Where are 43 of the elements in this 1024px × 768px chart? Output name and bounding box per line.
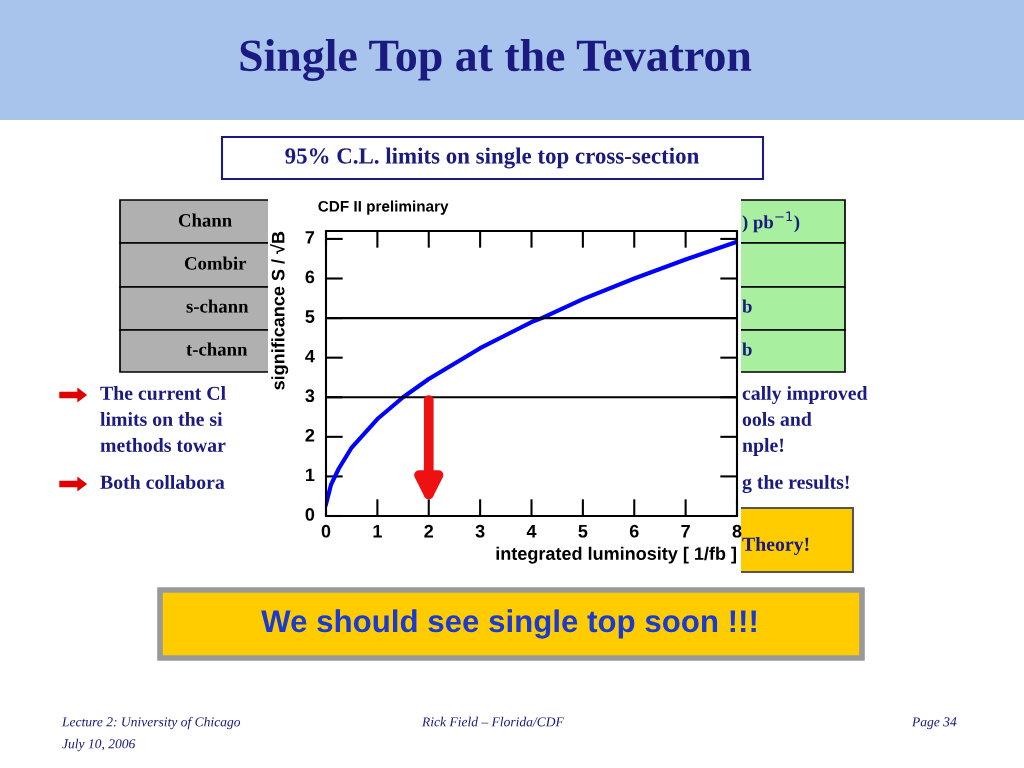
- text: Chann: [178, 213, 232, 227]
- text: The current Cl: [100, 386, 226, 400]
- x-axis-title: integrated luminosity [ 1/fb ]: [496, 546, 737, 564]
- text: cally improved: [742, 386, 868, 404]
- text: b: [742, 299, 752, 313]
- x-tick-label: 1: [373, 525, 382, 538]
- text: Page 34: [911, 717, 957, 730]
- text: Rick Field – Florida/CDF: [421, 716, 564, 727]
- text: nple!: [742, 438, 784, 456]
- text: Lecture 2: University of Chicago: [61, 716, 241, 730]
- y-tick-label: 2: [305, 428, 315, 442]
- chart-title: CDF II preliminary: [318, 200, 449, 215]
- y-tick-label: 5: [305, 310, 315, 323]
- text: ools and: [742, 412, 812, 426]
- text: We should see single top soon !!!: [261, 609, 756, 639]
- text: g the results!: [742, 474, 849, 494]
- text: methods towar: [100, 438, 226, 452]
- text: 95% C.L. limits on single top cross-section: [285, 147, 699, 169]
- text: limits on the si: [100, 412, 223, 426]
- x-tick-label: 3: [475, 524, 485, 538]
- text: t-chann: [186, 342, 248, 356]
- line-series: [326, 239, 737, 507]
- y-tick-label: 4: [305, 349, 315, 363]
- text: ) pb$^{−1}$): [742, 211, 800, 233]
- y-axis-title: significance S / √B: [270, 231, 289, 390]
- y-tick-label: 0: [305, 508, 315, 521]
- y-tick-label: 1: [305, 468, 315, 482]
- text: s-chann: [186, 299, 249, 313]
- x-tick-label: 2: [424, 524, 434, 538]
- text: July 10, 2006: [62, 738, 136, 752]
- y-tick-label: 6: [305, 270, 315, 284]
- x-tick-label: 6: [629, 524, 639, 538]
- text: b: [742, 342, 752, 356]
- text: Combir: [184, 256, 247, 270]
- text: Both collabora: [100, 475, 225, 489]
- y-tick-label: 7: [305, 231, 315, 244]
- x-tick-label: 5: [578, 525, 588, 538]
- text: Single Top at the Tevatron: [240, 39, 752, 81]
- y-tick-label: 3: [305, 389, 315, 403]
- text: Theory!: [742, 537, 809, 555]
- x-tick-label: 0: [321, 524, 331, 538]
- x-tick-label: 4: [526, 525, 537, 538]
- x-tick-label: 7: [681, 525, 690, 538]
